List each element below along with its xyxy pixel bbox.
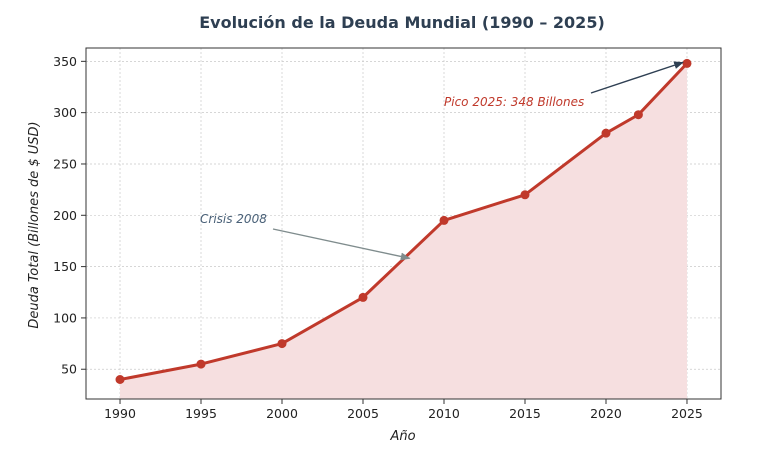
y-tick-label: 300 <box>53 105 77 120</box>
data-point <box>633 110 643 120</box>
x-tick-label: 1990 <box>104 406 136 421</box>
data-point <box>601 128 611 138</box>
y-axis-label: Deuda Total (Billones de $ USD) <box>27 121 42 328</box>
data-point <box>439 215 449 225</box>
chart-title: Evolución de la Deuda Mundial (1990 – 20… <box>199 13 605 32</box>
data-point <box>520 190 530 200</box>
y-tick-label: 250 <box>53 156 77 171</box>
data-point <box>277 339 287 349</box>
y-tick-label: 150 <box>53 259 77 274</box>
area-fill-layer <box>120 63 687 399</box>
x-tick-label: 2025 <box>671 406 703 421</box>
x-tick-label: 2010 <box>428 406 460 421</box>
x-tick-label: 1995 <box>185 406 217 421</box>
annotations: Crisis 2008 Pico 2025: 348 Billones <box>200 61 684 261</box>
area-fill <box>120 63 687 399</box>
y-tick-label: 50 <box>61 362 77 377</box>
x-tick-label: 2015 <box>509 406 541 421</box>
y-axis-ticks: 50 100 150 200 250 300 350 <box>53 54 86 377</box>
annotation-arrow-crisis <box>272 228 411 261</box>
annotation-peak-2025: Pico 2025: 348 Billones <box>444 95 584 109</box>
data-point <box>682 58 692 68</box>
data-point <box>115 375 125 384</box>
x-tick-label: 2000 <box>266 406 298 421</box>
y-tick-label: 200 <box>53 208 77 223</box>
plot-frame <box>85 47 722 400</box>
x-tick-label: 2005 <box>347 406 379 421</box>
x-axis-label: Año <box>389 429 415 444</box>
data-points <box>115 58 692 384</box>
data-point <box>196 359 206 369</box>
annotation-crisis-2008: Crisis 2008 <box>200 212 267 226</box>
x-tick-label: 2020 <box>590 406 622 421</box>
data-point <box>358 292 368 302</box>
y-tick-label: 350 <box>53 54 77 69</box>
x-axis-ticks: 1990 1995 2000 2005 2010 2015 2020 2025 <box>104 399 703 421</box>
y-tick-label: 100 <box>53 310 77 325</box>
annotation-arrow-peak <box>590 61 684 94</box>
